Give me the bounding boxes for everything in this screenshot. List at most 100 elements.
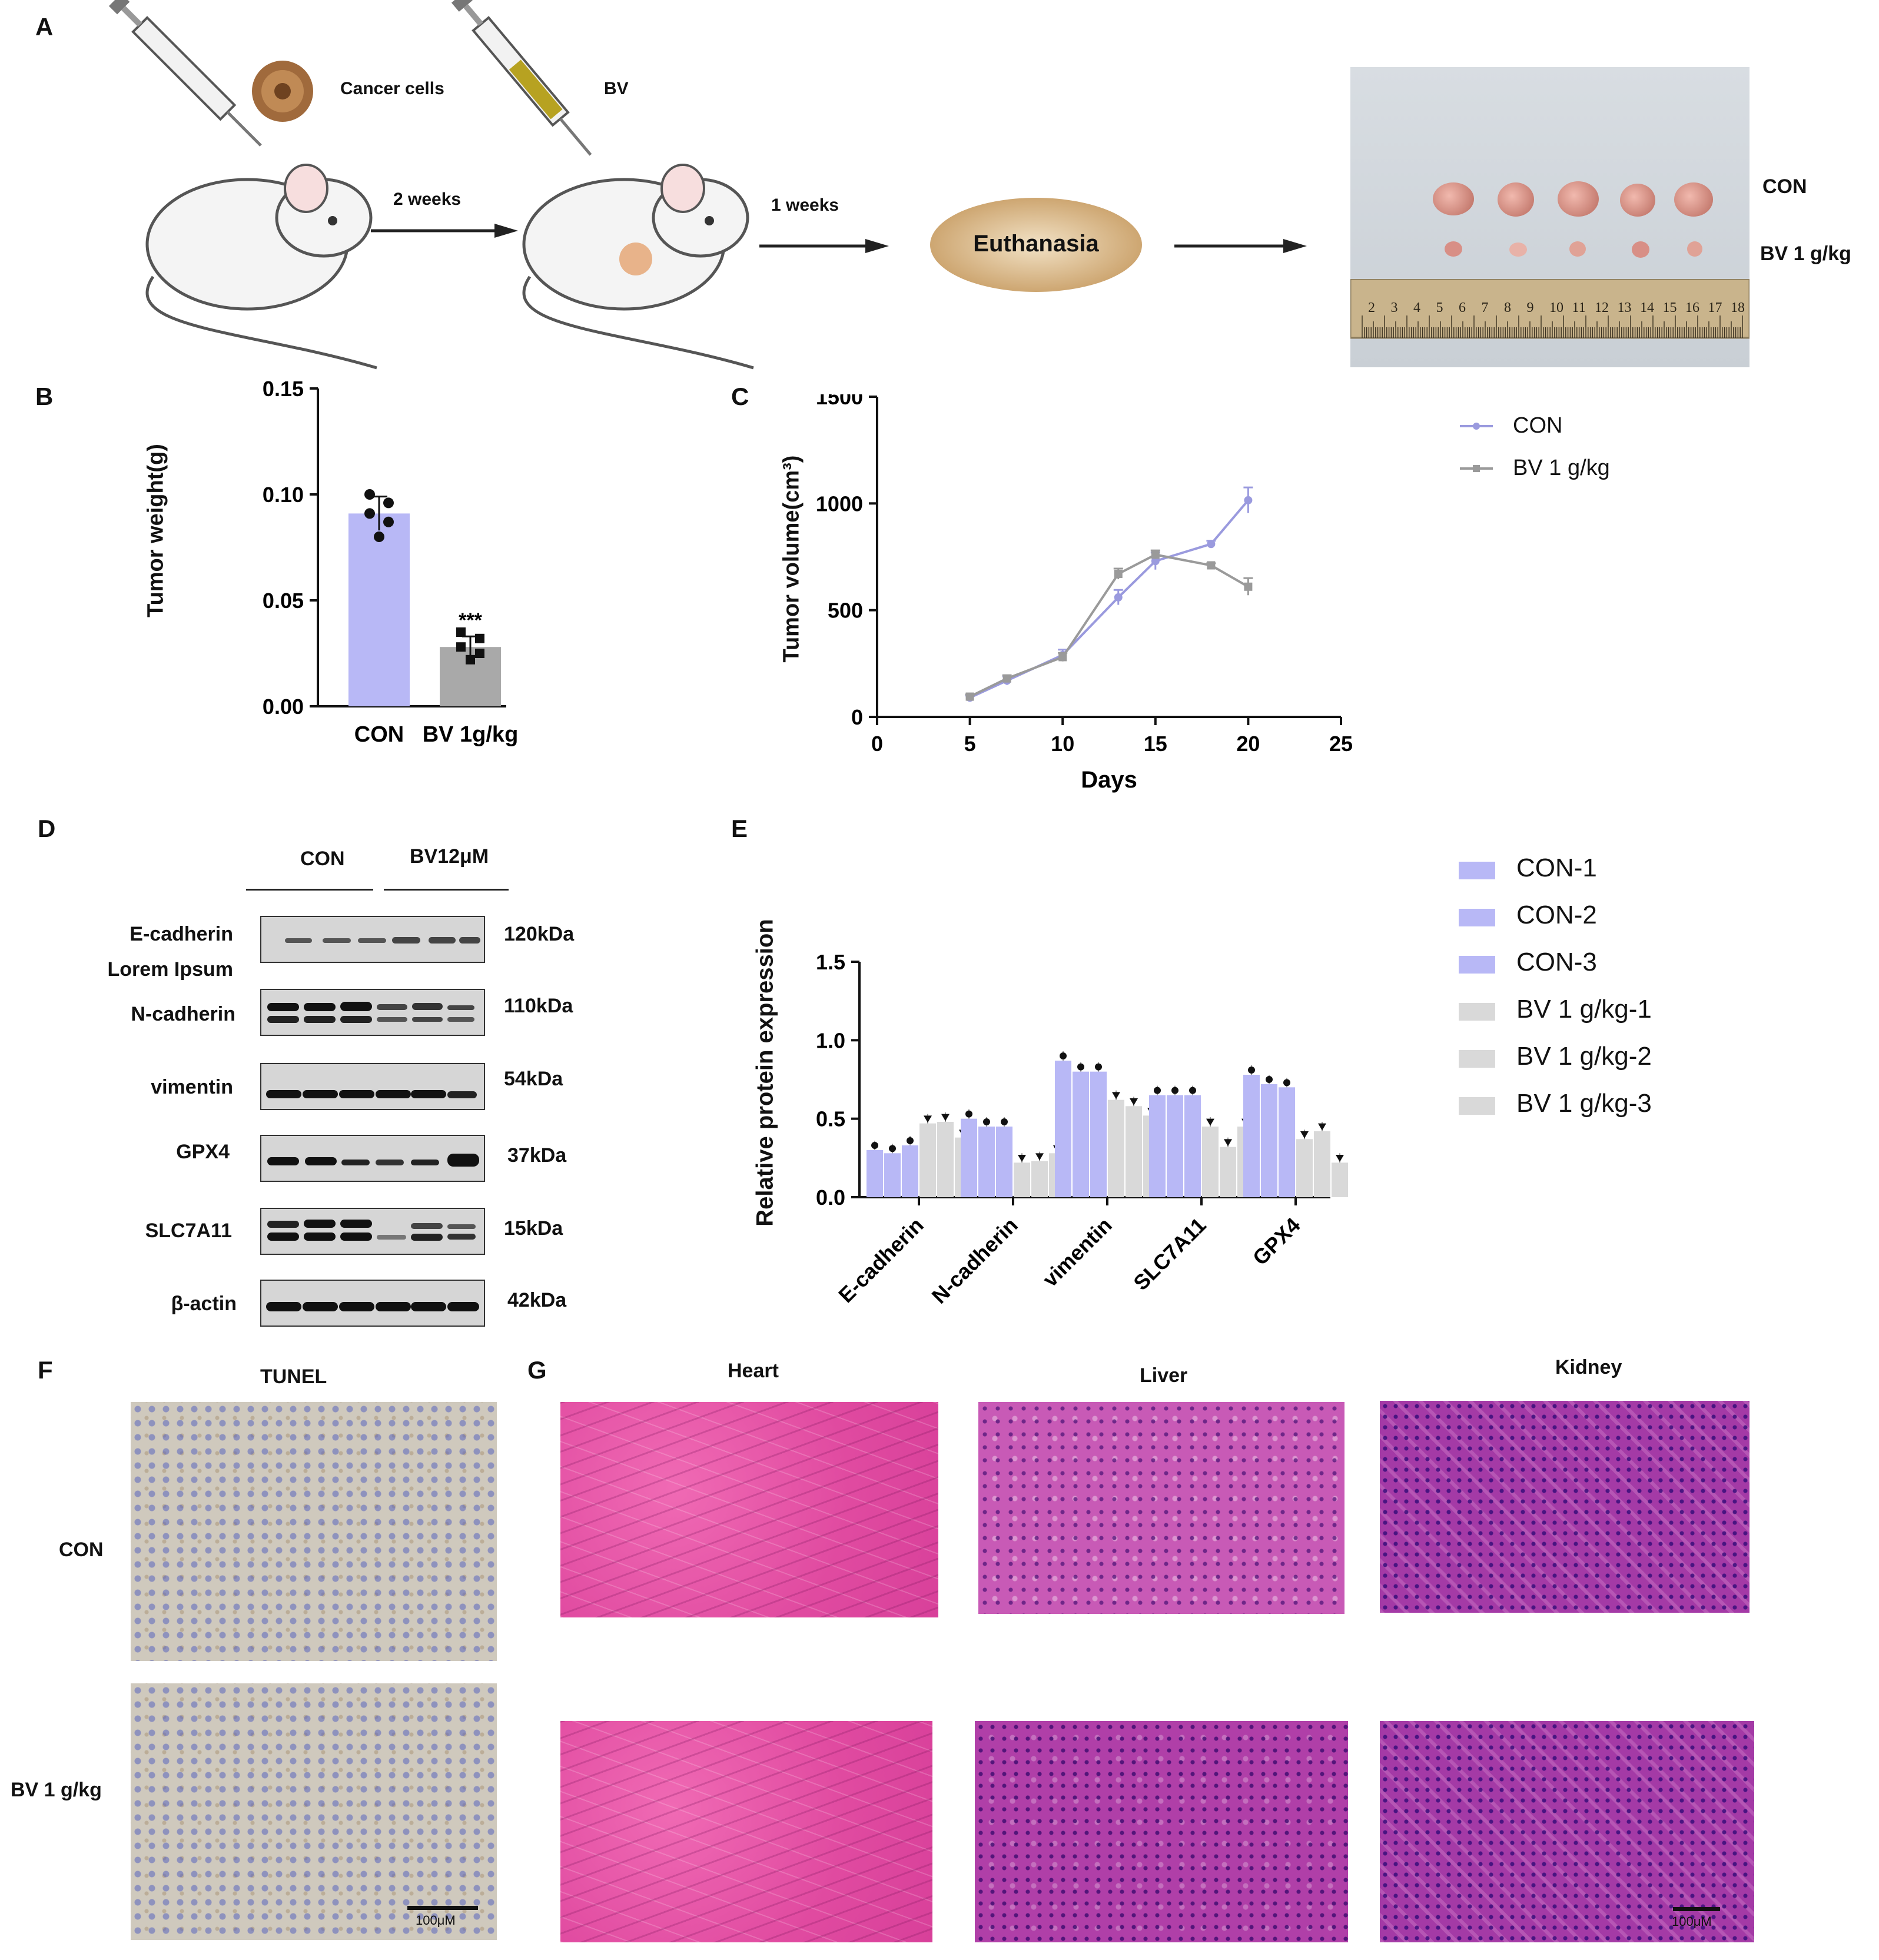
legend-c-con: CON [1513,413,1563,438]
wb-size-ecadherin: 120kDa [504,923,575,945]
wb-label-lorem: Lorem Ipsum [107,958,233,981]
legend-e-label: CON-2 [1516,901,1597,929]
legend-e: CON-1 CON-2 CON-3 BV 1 g/kg-1 BV 1 g/kg-2 BV … [1459,853,1706,1136]
tunel-image-bv: 100μM [131,1683,497,1940]
panel-label-e: E [731,815,748,842]
panel-label-g: G [527,1356,547,1384]
data-point [1206,1118,1214,1126]
tumor-row-con [1433,181,1715,218]
legend-e-swatch [1459,956,1495,974]
x-tick-label: 15 [1144,732,1167,756]
legend-e-label: CON-1 [1516,853,1597,882]
data-point [475,633,484,643]
bar [1014,1162,1030,1197]
data-point [941,1114,950,1121]
he-col-kidney: Kidney [1555,1356,1622,1378]
data-point [924,1115,932,1123]
data-point [983,1118,990,1125]
legend-c-con-swatch [1460,423,1493,430]
bar [1261,1084,1277,1197]
x-tick-label: BV 1g/kg [423,722,519,747]
bar [1243,1075,1260,1197]
protein-expression-ylabel: Relative protein expression [752,919,778,1227]
ruler-number: 12 [1595,300,1609,315]
blot-bactin [260,1280,485,1327]
y-tick-label: 0.0 [816,1185,845,1210]
y-tick-label: 0.05 [263,589,304,613]
wb-label-ecadherin: E-cadherin [130,923,233,945]
legend-e-swatch [1459,909,1495,926]
ruler-number: 8 [1504,300,1511,315]
legend-e-label: CON-3 [1516,948,1597,976]
x-tick-label: 0 [871,732,883,756]
bar [961,1118,977,1197]
x-tick-label: SLC7A11 [1128,1213,1210,1295]
data-point [374,531,384,542]
y-tick-label: 1.0 [816,1028,845,1052]
bar [1314,1131,1330,1197]
data-point [475,649,484,658]
panel-label-c: C [731,383,749,410]
wb-label-ncadherin: N-cadherin [131,1003,235,1025]
tunel-scale-bar [407,1906,478,1910]
data-point [1189,1087,1196,1094]
ruler-number: 14 [1640,300,1654,315]
bar [884,1153,901,1197]
bar [1031,1161,1048,1197]
bar [1108,1099,1124,1197]
wb-label-slc7a11: SLC7A11 [145,1220,232,1242]
tumor-volume-ylabel: Tumor volume(cm³) [779,455,804,663]
bar [1055,1061,1071,1197]
x-axis-label: Days [1081,767,1137,793]
blot-slc7a11 [260,1208,485,1255]
blot-gpx4 [260,1135,485,1182]
panel-label-b: B [35,383,54,410]
wb-size-vimentin: 54kDa [504,1068,563,1090]
he-scale-label: 100μM [1672,1914,1712,1929]
data-point [383,497,394,509]
ruler-number: 17 [1708,300,1722,315]
x-tick-label: GPX4 [1248,1213,1305,1270]
legend-e-swatch [1459,862,1495,879]
ruler-numbers: 2 3 4 5 6 7 8 9 10 11 12 13 14 15 16 17 18 [1368,300,1745,318]
blot-ncadherin [260,989,485,1036]
data-point [1266,1076,1273,1083]
panel-label-a: A [35,13,54,41]
tunel-image-con [131,1402,497,1661]
x-tick-label: vimentin [1038,1213,1117,1292]
cancer-cell-icon [252,61,313,122]
ruler [1350,279,1749,339]
ruler-number: 2 [1368,300,1375,315]
bar [1184,1095,1201,1197]
legend-e-label: BV 1 g/kg-2 [1516,1042,1652,1071]
y-tick-label: 0.5 [816,1107,845,1131]
legend-c-bv-swatch [1460,465,1493,472]
y-tick-label: 0.00 [263,695,304,719]
y-tick-label: 1500 [816,394,863,409]
x-tick-label: 10 [1051,732,1074,756]
blot-vimentin [260,1063,485,1110]
wb-size-gpx4: 37kDa [507,1144,567,1167]
data-point [1151,557,1160,566]
tumor-volume-chart: 0 500 1000 1500 0 5 10 15 20 25 Days [816,394,1353,793]
data-point [1207,540,1216,549]
data-point [1151,550,1160,559]
ruler-number: 6 [1459,300,1466,315]
ruler-number: 16 [1685,300,1699,315]
data-point [1130,1098,1138,1105]
ruler-number: 9 [1526,300,1534,315]
x-tick-label: 5 [964,732,976,756]
x-tick-label: E-cadherin [834,1213,928,1308]
data-point [456,627,466,637]
panel-label-d: D [38,815,56,842]
tunel-scale-label: 100μM [416,1913,456,1928]
legend-e-swatch [1459,1003,1495,1021]
legend-e-swatch [1459,1050,1495,1068]
he-heart-bv [560,1721,932,1942]
series-line [969,499,1249,699]
mouse-icon [522,164,754,370]
bar [1332,1162,1348,1197]
data-point [965,692,974,701]
bv-injection-label: BV [604,79,629,98]
bar [348,513,410,706]
